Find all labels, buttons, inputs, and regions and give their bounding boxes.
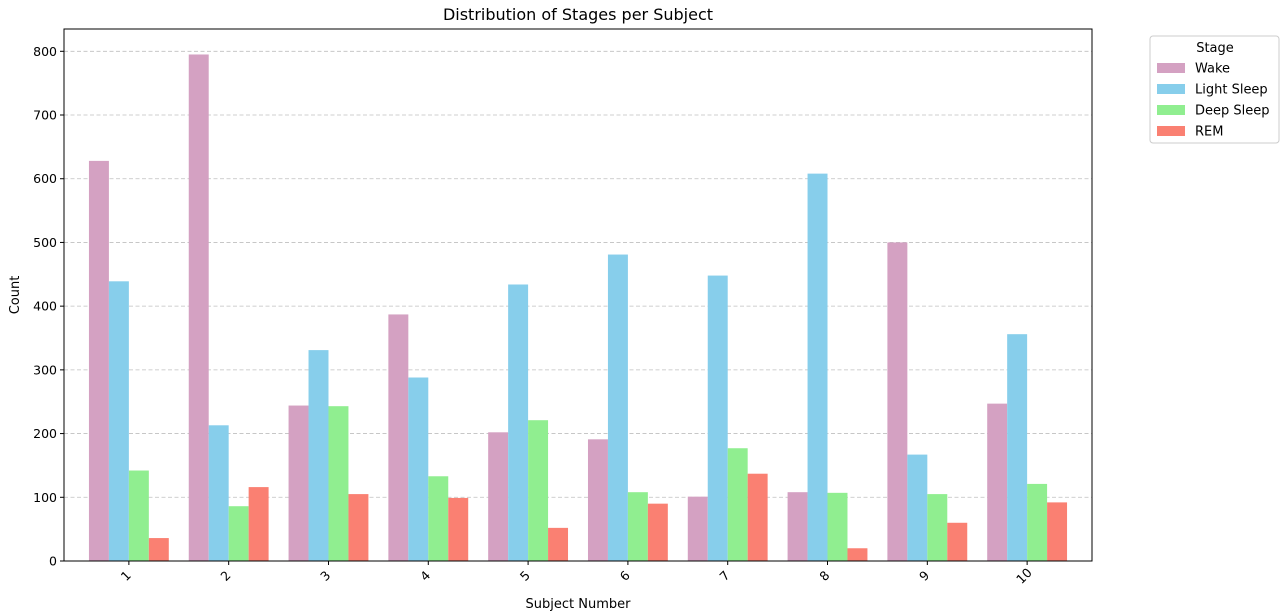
x-tick-label: 4	[417, 568, 433, 584]
bar-wake-subject-9	[887, 242, 908, 561]
legend-swatch	[1157, 105, 1185, 115]
y-axis-title: Count	[8, 276, 23, 315]
legend-swatch	[1157, 126, 1185, 136]
x-axis: 1 2 3 4 5 6 7 8 9 10	[118, 561, 1035, 587]
bar-deep-sleep-subject-7	[727, 448, 748, 561]
bar-wake-subject-8	[787, 492, 808, 561]
bar-deep-sleep-subject-1	[128, 470, 149, 561]
bar-wake-subject-4	[388, 314, 409, 561]
y-tick-label: 800	[33, 44, 57, 59]
bar-deep-sleep-subject-9	[927, 494, 948, 561]
bar-rem-subject-2	[248, 487, 269, 561]
legend-items: Wake Light Sleep Deep Sleep REM	[1157, 62, 1270, 140]
bar-deep-sleep-subject-5	[528, 420, 549, 561]
bar-rem-subject-4	[448, 497, 469, 561]
x-tick-label: 3	[317, 568, 333, 584]
bar-deep-sleep-subject-2	[228, 506, 249, 561]
legend-label: Light Sleep	[1195, 83, 1268, 98]
bar-wake-subject-5	[488, 432, 509, 561]
bar-deep-sleep-subject-6	[627, 492, 648, 561]
bar-rem-subject-5	[548, 527, 569, 561]
bar-light-sleep-subject-8	[807, 173, 828, 561]
x-tick-label: 6	[617, 568, 633, 584]
bar-light-sleep-subject-7	[707, 275, 728, 561]
bars	[88, 54, 1068, 562]
bar-rem-subject-3	[348, 494, 369, 561]
bar-deep-sleep-subject-10	[1027, 483, 1048, 561]
y-tick-label: 100	[33, 490, 57, 505]
x-tick-label: 1	[118, 568, 134, 584]
legend-title: Stage	[1196, 41, 1234, 56]
bar-light-sleep-subject-2	[208, 425, 229, 561]
chart-title: Distribution of Stages per Subject	[443, 5, 713, 24]
y-tick-label: 600	[33, 171, 57, 186]
legend-label: Wake	[1195, 62, 1230, 77]
bar-wake-subject-10	[987, 403, 1008, 561]
bar-wake-subject-7	[687, 496, 708, 561]
bar-rem-subject-10	[1047, 502, 1068, 561]
y-tick-label: 400	[33, 299, 57, 314]
bar-light-sleep-subject-9	[907, 454, 928, 561]
bar-rem-subject-6	[647, 503, 668, 561]
bar-light-sleep-subject-4	[408, 377, 429, 561]
bar-deep-sleep-subject-4	[428, 476, 449, 561]
legend-label: Deep Sleep	[1195, 104, 1270, 119]
legend-label: REM	[1195, 125, 1223, 140]
legend: Stage Wake Light Sleep Deep Sleep REM	[1149, 35, 1280, 144]
x-tick-label: 5	[517, 568, 533, 584]
y-tick-label: 500	[33, 235, 57, 250]
x-tick-label: 10	[1013, 565, 1035, 587]
x-tick-label: 7	[716, 568, 732, 584]
bar-light-sleep-subject-5	[508, 284, 529, 561]
legend-swatch	[1157, 63, 1185, 73]
bar-rem-subject-9	[947, 522, 968, 561]
bar-wake-subject-3	[288, 405, 309, 561]
grid-lines	[64, 50, 1092, 498]
y-tick-label: 0	[49, 554, 57, 569]
x-tick-label: 2	[217, 568, 233, 584]
legend-box	[1149, 35, 1280, 144]
bar-wake-subject-6	[587, 439, 608, 561]
bar-rem-subject-1	[148, 538, 169, 561]
bar-rem-subject-7	[747, 473, 768, 561]
x-tick-label: 8	[816, 568, 832, 584]
plot-frame	[63, 28, 1093, 562]
x-axis-title: Subject Number	[526, 597, 632, 612]
y-axis: 0 100 200 300 400 500 600 700 800	[33, 44, 64, 569]
bar-light-sleep-subject-6	[607, 254, 628, 561]
bar-deep-sleep-subject-8	[827, 492, 848, 561]
bar-deep-sleep-subject-3	[328, 406, 349, 561]
y-tick-label: 200	[33, 426, 57, 441]
bar-light-sleep-subject-3	[308, 350, 329, 561]
y-tick-label: 300	[33, 362, 57, 377]
legend-swatch	[1157, 84, 1185, 94]
bar-light-sleep-subject-1	[108, 281, 129, 561]
bar-wake-subject-1	[88, 160, 109, 562]
bar-wake-subject-2	[188, 54, 209, 561]
bar-light-sleep-subject-10	[1007, 334, 1028, 561]
x-tick-label: 9	[916, 568, 932, 584]
y-tick-label: 700	[33, 108, 57, 123]
bar-rem-subject-8	[847, 548, 868, 561]
